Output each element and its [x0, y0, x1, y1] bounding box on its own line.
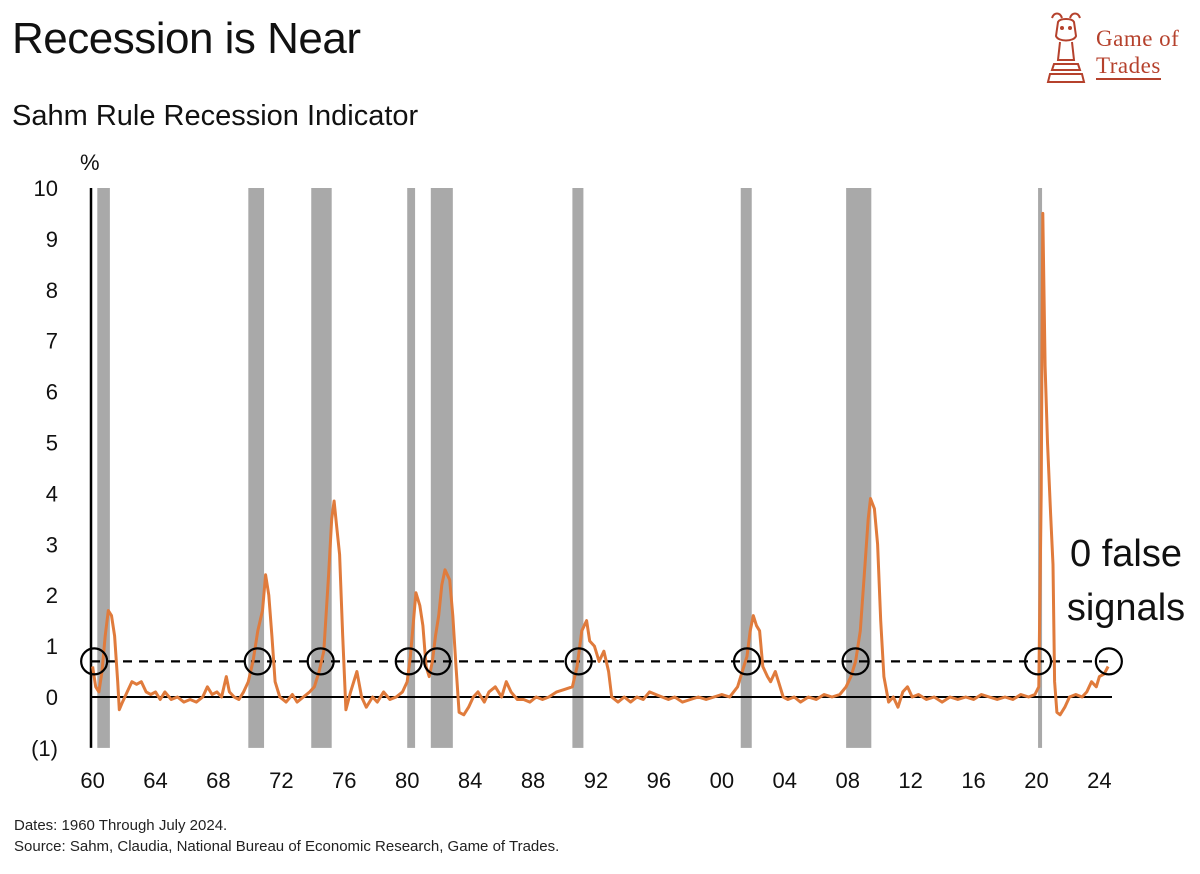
x-tick-label: 64 [143, 768, 167, 793]
y-tick-label: 3 [46, 532, 58, 557]
y-tick-label: 6 [46, 380, 58, 405]
chart-title: Recession is Near [12, 14, 361, 63]
y-tick-label: 1 [46, 634, 58, 659]
logo-text-top: Game of [1096, 26, 1180, 51]
x-tick-label: 24 [1087, 768, 1111, 793]
signal-circle [243, 647, 272, 676]
y-tick-label: 10 [34, 176, 58, 201]
x-tick-label: 20 [1024, 768, 1048, 793]
signal-markers [80, 647, 1123, 676]
recession-band [430, 188, 453, 748]
series-line [91, 211, 1110, 717]
recession-bands [97, 188, 1043, 748]
recession-band [248, 188, 265, 748]
footnote-source: Source: Sahm, Claudia, National Bureau o… [14, 838, 560, 855]
x-tick-label: 92 [584, 768, 608, 793]
y-tick-label: (1) [31, 736, 58, 761]
x-tick-label: 80 [395, 768, 419, 793]
x-tick-label: 16 [961, 768, 985, 793]
recession-band [740, 188, 752, 748]
y-tick-label: 7 [46, 329, 58, 354]
recession-band [572, 188, 584, 748]
series-layer [91, 211, 1110, 717]
y-tick-label: 0 [46, 685, 58, 710]
y-tick-label: 4 [46, 481, 58, 506]
x-tick-label: 60 [80, 768, 104, 793]
recession-band [97, 188, 110, 748]
annotation-line-1: 0 false [1070, 533, 1182, 575]
y-tick-label: 5 [46, 431, 58, 456]
x-tick-label: 76 [332, 768, 356, 793]
annotation-line-2: signals [1067, 587, 1185, 629]
y-tick-label: 2 [46, 583, 58, 608]
x-tick-label: 72 [269, 768, 293, 793]
chart-subtitle: Sahm Rule Recession Indicator [12, 100, 419, 132]
axes [89, 188, 1112, 748]
logo-text-bottom: Trades [1096, 53, 1161, 80]
signal-circle [1023, 647, 1053, 676]
signal-circle [1094, 647, 1123, 676]
x-tick-label: 84 [458, 768, 482, 793]
x-tick-label: 04 [773, 768, 797, 793]
y-tick-label: 8 [46, 278, 58, 303]
x-tick-label: 12 [898, 768, 922, 793]
x-tick-label: 96 [647, 768, 671, 793]
signal-circle [841, 647, 870, 676]
signal-circle [80, 647, 109, 676]
y-axis-unit-label: % [80, 150, 100, 175]
recession-band [407, 188, 416, 748]
signal-circle [394, 647, 423, 676]
x-tick-label: 88 [521, 768, 545, 793]
signal-circle [306, 647, 335, 676]
signal-circle [564, 647, 593, 676]
footnote-dates: Dates: 1960 Through July 2024. [14, 817, 228, 834]
footnote: Dates: 1960 Through July 2024. Source: S… [14, 815, 559, 857]
signal-circle [423, 647, 452, 676]
bull-chess-piece-icon [1046, 12, 1086, 83]
y-tick-label: 9 [46, 227, 58, 252]
x-tick-label: 68 [206, 768, 230, 793]
x-tick-label: 08 [835, 768, 859, 793]
signal-circle [732, 647, 762, 676]
x-tick-label: 00 [710, 768, 734, 793]
brand-logo: Game of Trades [1040, 8, 1190, 90]
